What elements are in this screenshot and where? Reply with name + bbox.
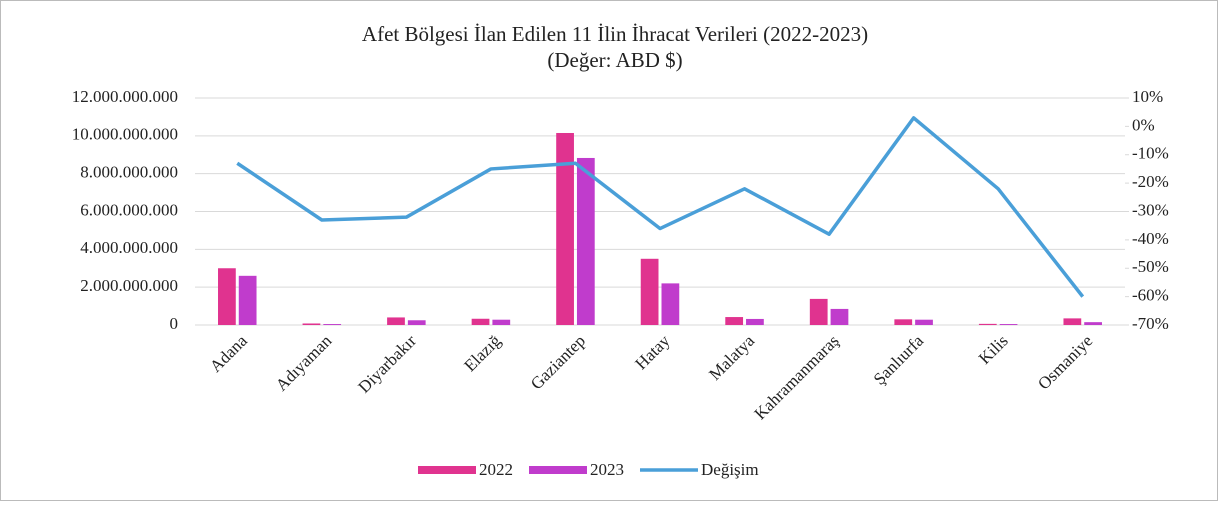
- bar: [302, 323, 321, 325]
- bar: [1084, 322, 1102, 325]
- bar: [915, 319, 933, 325]
- bar: [323, 324, 342, 325]
- bar: [894, 319, 913, 325]
- bar: [830, 308, 849, 325]
- bar: [640, 258, 659, 325]
- bar: [978, 323, 997, 325]
- bar: [218, 268, 236, 325]
- y-tick-label: 0: [170, 314, 179, 333]
- legend-label: 2023: [590, 460, 624, 479]
- chart-title: Afet Bölgesi İlan Edilen 11 İlin İhracat…: [362, 22, 868, 46]
- y-tick-label: 2.000.000.000: [80, 276, 178, 295]
- line: [236, 116, 1085, 298]
- y2-tick-label: -50%: [1132, 257, 1169, 276]
- bar: [746, 318, 764, 325]
- bar: [999, 324, 1018, 325]
- legend-swatch: [418, 466, 476, 474]
- bar: [725, 317, 744, 325]
- y-tick-label: 4.000.000.000: [80, 238, 178, 257]
- y-tick-label: 8.000.000.000: [80, 163, 178, 182]
- y2-tick-label: -20%: [1132, 172, 1169, 191]
- bar: [238, 275, 257, 325]
- y-tick-label: 6.000.000.000: [80, 200, 178, 219]
- bar: [492, 319, 511, 325]
- bar: [407, 320, 426, 325]
- y2-tick-label: 10%: [1132, 87, 1163, 106]
- y2-tick-label: -40%: [1132, 229, 1169, 248]
- y2-tick-label: -70%: [1132, 314, 1169, 333]
- y2-tick-label: -10%: [1132, 144, 1169, 163]
- y2-tick-label: -60%: [1132, 286, 1169, 305]
- y-tick-label: 12.000.000.000: [72, 87, 178, 106]
- legend-swatch: [529, 466, 587, 474]
- bar: [556, 132, 574, 325]
- chart-subtitle: (Değer: ABD $): [547, 48, 682, 72]
- legend-label: 2022: [479, 460, 513, 479]
- bar: [809, 298, 828, 325]
- y-tick-label: 10.000.000.000: [72, 125, 178, 144]
- bar: [387, 317, 405, 325]
- bar: [471, 318, 490, 325]
- legend-label: Değişim: [701, 460, 759, 479]
- y2-tick-label: -30%: [1132, 200, 1169, 219]
- bar: [1063, 318, 1082, 325]
- bar: [576, 157, 595, 325]
- bar: [661, 283, 680, 325]
- y2-tick-label: 0%: [1132, 115, 1155, 134]
